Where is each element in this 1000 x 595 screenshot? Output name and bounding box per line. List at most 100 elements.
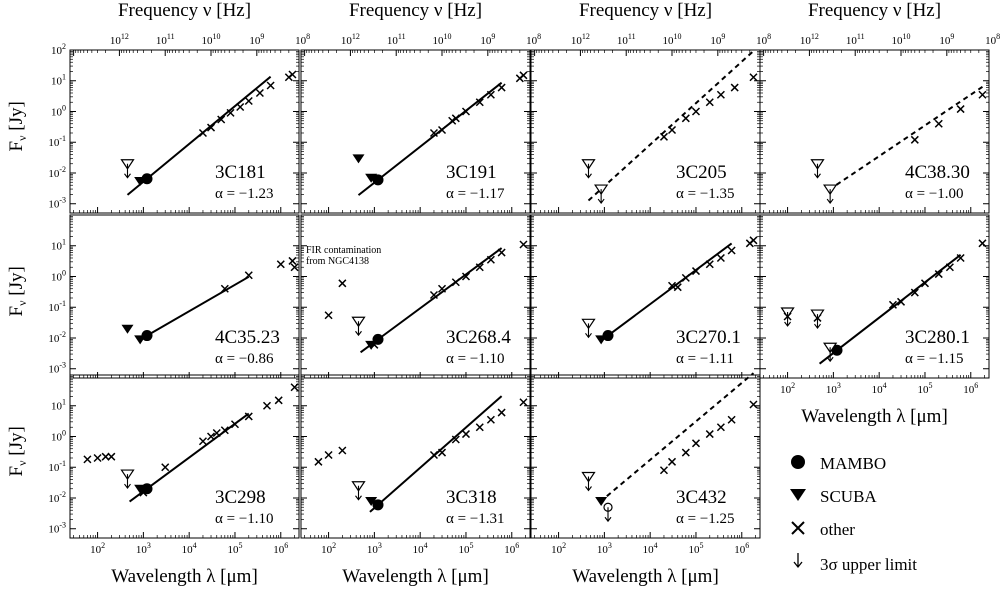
x-tick-label: 104 [872, 381, 887, 396]
scuba-point [121, 324, 134, 334]
y-tick-label: 10-1 [48, 134, 66, 149]
upper-limit-arrow [604, 507, 612, 523]
other-point [497, 248, 506, 257]
other-point [448, 116, 457, 125]
other-point [888, 300, 897, 309]
other-point [749, 73, 758, 82]
other-point [429, 128, 438, 138]
source-name: 3C205 [676, 162, 727, 183]
panel-3C268.4: 3C268.4 α = −1.10 [300, 214, 531, 379]
other-point [691, 107, 701, 116]
y-tick-label: 101 [51, 398, 66, 413]
other-point [920, 279, 930, 288]
y-tick-label: 10-3 [48, 196, 66, 211]
upper-limit-arrow [585, 323, 592, 339]
other-point [475, 263, 484, 272]
other-point [910, 288, 919, 297]
bottom-axis-label: Wavelength λ [μm] [572, 566, 719, 587]
fit-line [138, 275, 250, 342]
other-point [486, 415, 495, 424]
y-tick-label: 101 [51, 238, 66, 253]
freq-tick-label: 108 [295, 32, 310, 47]
spectral-index: α = −1.10 [215, 511, 274, 527]
other-point [749, 400, 758, 409]
upper-limit-arrow [826, 347, 834, 363]
scuba-point [352, 154, 365, 164]
upper-limit-arrow [814, 163, 821, 179]
upper-limit-arrow [124, 163, 131, 179]
x-tick-label: 102 [780, 381, 795, 396]
other-point [659, 466, 668, 475]
other-point [338, 446, 347, 455]
spectral-index: α = −1.17 [446, 186, 505, 202]
mambo-point [372, 333, 384, 345]
other-point [266, 81, 275, 90]
mambo-point [602, 330, 614, 342]
other-point [956, 253, 965, 263]
mambo-point [141, 483, 153, 495]
panel-3C270.1: 3C270.1 α = −1.11 [530, 214, 761, 379]
y-tick-label: 102 [51, 42, 66, 57]
scuba-point [595, 496, 608, 506]
other-point [667, 457, 677, 466]
bottom-axis-label: Wavelength λ [μm] [342, 566, 489, 587]
other-point [206, 432, 216, 441]
scuba-point [365, 496, 378, 506]
spectral-index: α = −1.35 [676, 186, 735, 202]
legend-scuba-label: SCUBA [820, 487, 877, 506]
y-axis-label: Fν [Jy] [6, 426, 29, 476]
other-point [276, 260, 285, 269]
other-point [461, 272, 471, 281]
other-point [314, 457, 323, 466]
panel-3C181: 3C181 α = −1.23 [69, 49, 300, 214]
panel-3C432: 3C432 α = −1.25 [530, 372, 761, 539]
x-tick-label: 103 [136, 541, 151, 556]
spectral-index: α = −1.15 [905, 351, 964, 367]
other-point [475, 423, 484, 432]
panel-4C38.30: 4C38.30 α = −1.00 [759, 49, 990, 214]
freq-tick-label: 1012 [341, 32, 360, 47]
y-axis-label: Fν [Jy] [6, 101, 29, 151]
upper-limit-arrow [585, 476, 592, 492]
fit-line [357, 81, 503, 196]
freq-tick-label: 1010 [892, 32, 911, 47]
other-point [705, 430, 714, 439]
other-point [730, 83, 739, 92]
x-tick-label: 106 [734, 541, 749, 556]
other-point [956, 105, 965, 114]
other-point [255, 88, 264, 98]
x-tick-label: 105 [227, 541, 242, 556]
other-point [681, 273, 690, 282]
panel-3C318: 3C318 α = −1.31 [300, 374, 531, 539]
other-point [244, 271, 253, 280]
spectral-index: α = −0.86 [215, 351, 274, 367]
fit-line [599, 372, 755, 503]
other-point [705, 98, 714, 107]
y-tick-label: 100 [51, 268, 66, 283]
source-name: 3C432 [676, 487, 727, 508]
y-tick-label: 101 [51, 73, 66, 88]
x-tick-label: 102 [90, 541, 105, 556]
other-point [451, 114, 460, 123]
other-point [934, 119, 943, 128]
x-tick-label: 106 [963, 381, 978, 396]
spectral-index: α = −1.00 [905, 186, 964, 202]
other-point [324, 311, 333, 320]
legend-scuba-symbol [790, 489, 806, 501]
other-point [262, 401, 272, 410]
freq-tick-label: 1011 [846, 32, 865, 47]
legend-mambo-symbol [791, 455, 805, 469]
legend-limit-symbol [793, 553, 803, 569]
other-point [519, 71, 528, 80]
panel-3C280.1: 3C280.1 α = −1.15 [759, 214, 990, 379]
spectral-index: α = −1.10 [446, 351, 505, 367]
source-name: 3C298 [215, 487, 266, 508]
upper-limit-arrow [826, 189, 834, 204]
y-tick-label: 10-2 [48, 330, 66, 345]
y-tick-label: 10-2 [48, 165, 66, 180]
other-point [497, 408, 506, 417]
other-point [705, 260, 714, 269]
freq-tick-label: 1010 [663, 32, 682, 47]
other-point [451, 278, 460, 287]
mambo-point [831, 344, 843, 356]
